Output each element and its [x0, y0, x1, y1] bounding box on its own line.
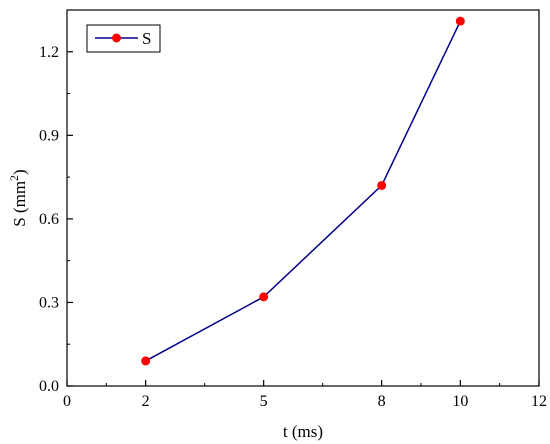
x-tick-label: 5: [260, 393, 268, 410]
x-tick-label: 0: [63, 393, 71, 410]
y-tick-label: 0.0: [39, 378, 59, 395]
legend-marker: [112, 33, 121, 43]
series-line: [145, 20, 462, 362]
data-point: [377, 180, 387, 190]
data-point: [259, 292, 269, 302]
y-axis-title-base: S (mm: [10, 181, 29, 227]
data-point: [455, 16, 465, 26]
data-point: [141, 356, 151, 366]
plot-frame: [66, 9, 540, 387]
x-tick-label: 8: [378, 393, 386, 410]
y-axis-title-end: ): [10, 169, 29, 175]
x-axis-title: t (ms): [283, 422, 323, 441]
x-tick-label: 12: [531, 393, 547, 410]
y-tick-label: 0.9: [39, 127, 59, 144]
x-axis-ticks: 0 2 5 8 10 12: [63, 380, 547, 410]
series-layer: [141, 16, 465, 366]
y-axis-title-sup: 2: [7, 175, 21, 181]
y-axis-title: S (mm2): [7, 169, 29, 226]
legend-label: S: [142, 29, 151, 48]
x-tick-label: 2: [142, 393, 150, 410]
y-tick-label: 0.3: [39, 294, 59, 311]
y-axis-ticks: 0.0 0.3 0.6 0.9 1.2: [39, 44, 73, 395]
y-tick-label: 0.6: [39, 211, 59, 228]
y-tick-label: 1.2: [39, 44, 59, 61]
legend: S: [86, 24, 161, 53]
x-tick-label: 10: [452, 393, 468, 410]
